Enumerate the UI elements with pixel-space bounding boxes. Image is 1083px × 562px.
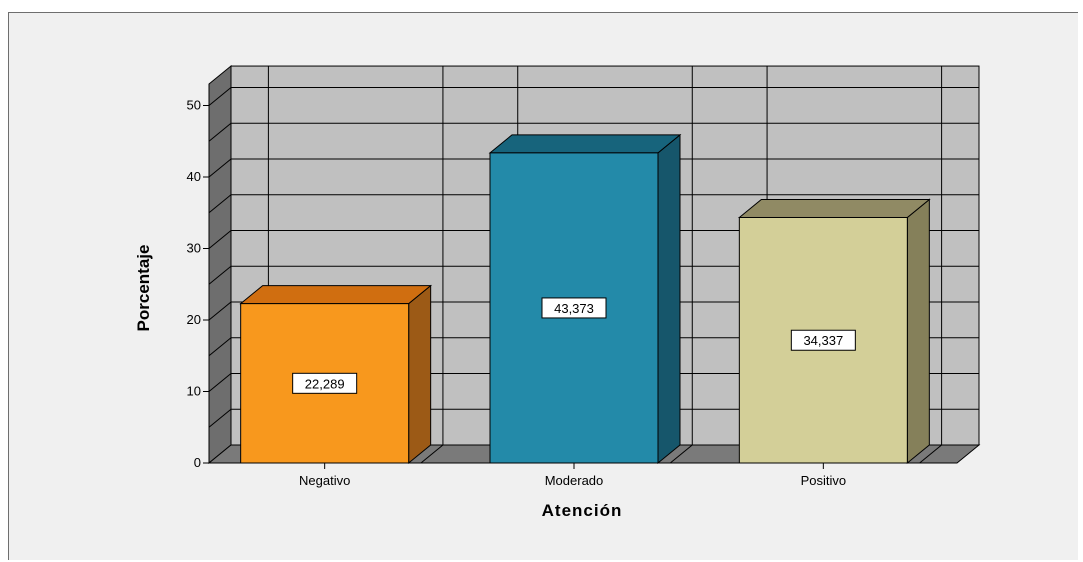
data-label-box [790,329,856,351]
x-axis: Negativo Moderado Positivo [299,463,846,488]
y-tick-label: 20 [187,312,201,327]
bar-side [657,133,681,465]
gridline-side [208,408,232,428]
bar-top [488,134,682,154]
data-label-box [541,297,607,319]
gridline-side [208,265,232,285]
bar-top [239,285,433,305]
data-label: 43,373 [554,301,594,316]
gridline-side [208,230,232,249]
bars: 22,289 43,373 34,337 [239,133,931,465]
x-axis-title: Atención [542,501,623,520]
floor-line [669,444,693,464]
y-tick-label: 50 [187,98,201,113]
gridline-side [208,87,232,106]
bar-negativo: 22,289 [239,284,433,465]
data-label: 22,289 [305,376,345,391]
bar-chart-3d: 0 10 20 30 40 50 22,289 43,373 34,337 Negativo M… [134,64,981,520]
x-tick-label: Positivo [801,473,847,488]
floor-line [420,444,444,464]
bar-top [737,198,931,218]
bar-side [408,284,432,465]
x-tick-label: Moderado [545,473,604,488]
gridline-side [208,337,232,357]
x-tick-label: Negativo [299,473,350,488]
y-tick-label: 10 [187,384,201,399]
floor-line [919,444,942,464]
y-tick-label: 30 [187,241,201,256]
y-axis-title: Porcentaje [134,245,153,332]
chart-frame: 0 10 20 30 40 50 22,289 43,373 34,337 Negativo M… [8,12,1078,560]
bar-side [906,198,930,465]
gridline-side [208,194,232,214]
gridline-side [208,122,232,142]
y-tick-label: 0 [194,455,201,470]
data-label-box [292,372,358,394]
data-label: 34,337 [803,333,843,348]
gridline-side [208,301,232,321]
bar-moderado: 43,373 [488,133,682,465]
gridline-side [208,158,232,178]
gridline-side [208,373,232,392]
bar-positivo: 34,337 [737,198,931,465]
y-tick-label: 40 [187,169,201,184]
